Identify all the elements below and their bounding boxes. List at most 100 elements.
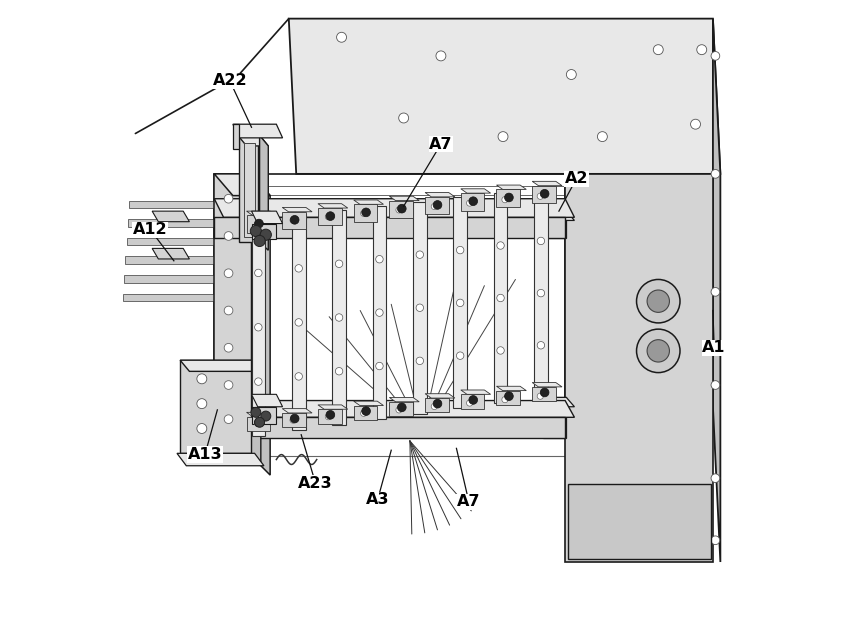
Polygon shape (251, 219, 265, 436)
Circle shape (261, 229, 272, 240)
Polygon shape (354, 204, 377, 222)
Polygon shape (354, 406, 377, 420)
Polygon shape (251, 224, 276, 239)
Polygon shape (238, 135, 268, 146)
Circle shape (431, 204, 437, 210)
Text: A13: A13 (188, 447, 222, 462)
Polygon shape (318, 208, 342, 225)
Circle shape (497, 347, 504, 354)
Circle shape (436, 51, 446, 61)
Polygon shape (251, 360, 261, 463)
Polygon shape (461, 390, 490, 394)
Circle shape (711, 52, 720, 60)
Circle shape (326, 414, 332, 420)
Polygon shape (214, 199, 574, 217)
Circle shape (335, 368, 343, 375)
Polygon shape (128, 219, 216, 227)
Polygon shape (244, 143, 255, 237)
Circle shape (295, 319, 303, 326)
Polygon shape (153, 248, 189, 259)
Circle shape (398, 204, 406, 213)
Text: A1: A1 (703, 340, 726, 355)
Circle shape (255, 378, 262, 385)
Circle shape (502, 196, 508, 202)
Circle shape (637, 279, 680, 323)
Circle shape (502, 397, 508, 403)
Polygon shape (214, 174, 270, 196)
Circle shape (362, 208, 370, 217)
Circle shape (505, 193, 513, 202)
Polygon shape (247, 211, 276, 215)
Polygon shape (282, 413, 306, 427)
Polygon shape (425, 394, 455, 398)
Circle shape (597, 132, 608, 142)
Circle shape (433, 399, 442, 408)
Circle shape (375, 362, 383, 369)
Circle shape (469, 396, 477, 404)
Circle shape (375, 309, 383, 316)
Polygon shape (532, 181, 562, 186)
Circle shape (417, 357, 423, 365)
Text: A7: A7 (429, 137, 452, 152)
Circle shape (197, 424, 207, 433)
Circle shape (361, 410, 367, 416)
Polygon shape (543, 211, 566, 238)
Polygon shape (425, 398, 449, 412)
Circle shape (326, 410, 335, 419)
Circle shape (399, 113, 409, 123)
Circle shape (697, 45, 707, 55)
Circle shape (290, 217, 297, 224)
Polygon shape (292, 214, 306, 430)
Circle shape (261, 411, 271, 421)
Circle shape (537, 237, 545, 245)
Circle shape (326, 212, 335, 220)
Circle shape (637, 329, 680, 373)
Circle shape (255, 324, 262, 331)
Circle shape (251, 407, 261, 417)
Polygon shape (532, 387, 556, 401)
Circle shape (711, 474, 720, 483)
Circle shape (711, 288, 720, 296)
Polygon shape (543, 397, 566, 438)
Polygon shape (461, 189, 490, 193)
Circle shape (396, 207, 402, 213)
Text: A3: A3 (366, 492, 389, 507)
Circle shape (375, 255, 383, 263)
Polygon shape (461, 193, 484, 211)
Polygon shape (453, 197, 467, 409)
Circle shape (225, 269, 233, 278)
Polygon shape (282, 409, 312, 413)
Circle shape (505, 392, 513, 401)
Circle shape (337, 32, 346, 42)
Circle shape (469, 197, 477, 206)
Circle shape (540, 388, 549, 397)
Circle shape (225, 381, 233, 389)
Polygon shape (214, 174, 251, 456)
Circle shape (457, 247, 464, 254)
Polygon shape (127, 238, 216, 245)
Polygon shape (233, 124, 239, 149)
Circle shape (255, 418, 263, 427)
Polygon shape (318, 409, 342, 424)
Circle shape (537, 289, 545, 297)
Circle shape (326, 214, 332, 220)
Circle shape (540, 189, 549, 198)
Circle shape (255, 417, 265, 427)
Circle shape (417, 251, 423, 258)
Polygon shape (177, 453, 264, 466)
Polygon shape (534, 189, 548, 397)
Circle shape (197, 374, 207, 384)
Circle shape (417, 304, 423, 312)
Text: A12: A12 (133, 222, 168, 237)
Polygon shape (282, 207, 312, 212)
Polygon shape (318, 405, 348, 409)
Polygon shape (233, 124, 283, 138)
Polygon shape (496, 185, 526, 189)
Text: A23: A23 (298, 476, 333, 491)
Polygon shape (713, 19, 721, 562)
Circle shape (255, 420, 261, 427)
Polygon shape (180, 360, 261, 371)
Circle shape (361, 210, 367, 217)
Polygon shape (247, 412, 276, 417)
Polygon shape (389, 402, 413, 416)
